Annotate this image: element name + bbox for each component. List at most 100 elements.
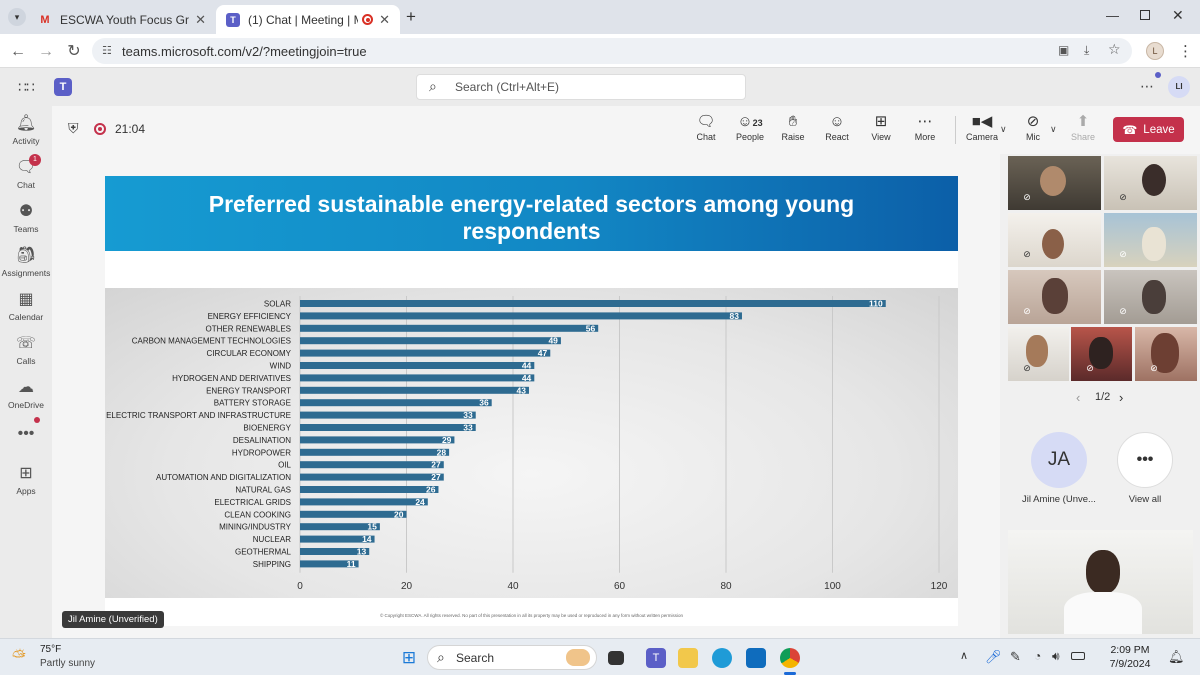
cloud-icon: ☁︎ xyxy=(18,379,34,396)
file-explorer-icon[interactable] xyxy=(678,648,698,668)
search-input[interactable]: ⌕ Search (Ctrl+Alt+E) xyxy=(416,74,746,100)
camera-blocked-icon[interactable]: ▣ xyxy=(1058,43,1070,57)
participant-name: Jil Amine (Unve... xyxy=(1022,494,1096,505)
back-icon[interactable]: ← xyxy=(10,43,26,60)
minimize-icon[interactable]: — xyxy=(1106,8,1119,23)
reload-icon[interactable]: ↻ xyxy=(67,43,81,60)
store-icon[interactable] xyxy=(746,648,766,668)
raise-hand-button[interactable]: ✋︎ Raise xyxy=(771,112,815,142)
restore-icon[interactable] xyxy=(1140,10,1150,20)
edge-icon[interactable] xyxy=(712,648,732,668)
category-label: BATTERY STORAGE xyxy=(214,399,291,408)
leave-label: Leave xyxy=(1143,123,1175,136)
browser-menu-icon[interactable]: ⋮ xyxy=(1178,43,1193,60)
teams-taskbar-icon[interactable]: T xyxy=(646,648,666,668)
wifi-icon[interactable]: ◔ xyxy=(1034,649,1042,663)
mic-muted-icon: ⊘ xyxy=(1023,249,1031,259)
notification-bell-icon[interactable]: 🔔︎ xyxy=(1168,649,1185,664)
url-field[interactable]: ☷ teams.microsoft.com/v2/?meetingjoin=tr… xyxy=(92,38,1132,64)
rail-item-calendar[interactable]: ▦ Calendar xyxy=(0,290,52,322)
tab-list-chevron-icon[interactable]: ▾ xyxy=(8,8,26,26)
bar-value-label: 29 xyxy=(442,435,452,445)
forward-icon[interactable]: → xyxy=(38,43,54,60)
rail-item-activity[interactable]: 🔔︎ Activity xyxy=(0,114,52,146)
participant-video-tile[interactable]: ⊘ xyxy=(1071,327,1132,381)
rail-item-teams[interactable]: ⚉ Teams xyxy=(0,202,52,234)
view-button[interactable]: ⊞ View xyxy=(859,112,903,142)
bar-value-label: 15 xyxy=(367,522,377,532)
rail-item-calls[interactable]: ☏ Calls xyxy=(0,334,52,366)
bar xyxy=(300,312,742,320)
camera-options-chevron-icon[interactable]: ∨ xyxy=(1000,124,1007,134)
view-label: View xyxy=(871,132,891,142)
apps-icon: ⊞ xyxy=(19,465,33,482)
recording-indicator-icon xyxy=(362,14,374,25)
browser-tab-gmail[interactable]: M ESCWA Youth Focus Group - Im ✕ xyxy=(28,5,216,34)
camera-button[interactable]: ■◀ Camera xyxy=(960,112,1004,142)
close-tab-icon[interactable]: ✕ xyxy=(195,11,206,27)
bar xyxy=(300,461,444,469)
previous-page-chevron-icon[interactable]: ‹ xyxy=(1076,390,1081,405)
participant-video-tile[interactable]: ⊘ xyxy=(1135,327,1197,381)
view-all-button[interactable]: ••• xyxy=(1117,432,1173,488)
participant-video-tile[interactable]: ⊘ xyxy=(1104,156,1197,210)
mic-options-chevron-icon[interactable]: ∨ xyxy=(1050,124,1057,134)
user-avatar[interactable]: LI xyxy=(1168,76,1190,98)
rail-item-more[interactable]: ••• xyxy=(0,424,52,446)
clock-time[interactable]: 2:09 PM xyxy=(1110,644,1150,656)
app-launcher-icon[interactable]: ∷∷ xyxy=(18,79,35,95)
chat-button[interactable]: 🗨︎ Chat xyxy=(684,112,728,142)
rail-item-chat[interactable]: 🗨︎ Chat 1 xyxy=(0,154,52,190)
browser-tab-teams[interactable]: T (1) Chat | Meeting | Microsc ✕ xyxy=(216,5,400,34)
category-label: DESALINATION xyxy=(233,436,291,445)
participant-video-tile[interactable]: ⊘ xyxy=(1104,213,1197,267)
chrome-icon[interactable] xyxy=(780,648,800,668)
pen-tray-icon[interactable]: ✎ xyxy=(1010,649,1021,664)
participant-video-tile[interactable]: ⊘ xyxy=(1008,213,1101,267)
category-label: CIRCULAR ECONOMY xyxy=(207,349,292,358)
rail-item-assignments[interactable]: 🎒︎ Assignments xyxy=(0,246,52,278)
next-page-chevron-icon[interactable]: › xyxy=(1119,390,1124,405)
x-tick-label: 100 xyxy=(824,581,841,592)
bar-value-label: 28 xyxy=(437,447,447,457)
install-app-icon[interactable]: ⤓ xyxy=(1084,43,1090,57)
taskbar-search-label: Search xyxy=(456,650,495,665)
volume-icon[interactable]: 🔊︎ xyxy=(1052,649,1060,663)
close-window-icon[interactable]: ✕ xyxy=(1172,7,1184,23)
category-label: SOLAR xyxy=(264,300,291,309)
site-settings-icon[interactable]: ☷ xyxy=(102,45,112,57)
settings-more-icon[interactable]: ⋯ xyxy=(1140,78,1154,94)
bookmark-star-icon[interactable]: ☆ xyxy=(1108,41,1121,57)
shield-icon[interactable]: ⛨ xyxy=(68,120,79,136)
bar xyxy=(300,424,476,431)
profile-avatar[interactable]: L xyxy=(1146,42,1164,60)
start-windows-icon[interactable]: ⊞ xyxy=(401,648,417,667)
close-tab-icon[interactable]: ✕ xyxy=(379,11,390,27)
clock-date[interactable]: 7/9/2024 xyxy=(1109,658,1151,670)
react-button[interactable]: ☺ React xyxy=(815,112,859,142)
rail-label: Calendar xyxy=(8,312,44,322)
new-tab-button[interactable]: + xyxy=(406,7,416,26)
battery-icon[interactable] xyxy=(1071,652,1085,660)
mic-button[interactable]: ⊘ Mic xyxy=(1011,112,1055,142)
rail-item-apps[interactable]: ⊞ Apps xyxy=(0,464,52,496)
leave-button[interactable]: ☎ Leave xyxy=(1113,117,1184,142)
weather-icon[interactable]: ⛅︎ xyxy=(12,647,26,666)
microphone-tray-icon[interactable]: 🎤︎ xyxy=(985,649,1002,664)
participant-video-tile[interactable]: ⊘ xyxy=(1008,327,1069,381)
task-view-icon[interactable] xyxy=(608,651,624,665)
rail-item-onedrive[interactable]: ☁︎ OneDrive xyxy=(0,378,52,410)
participant-avatar[interactable]: JA xyxy=(1031,432,1087,488)
show-hidden-icons-chevron-icon[interactable]: ∧ xyxy=(960,650,969,662)
participant-video-tile[interactable]: ⊘ xyxy=(1008,156,1101,210)
bar xyxy=(300,523,380,531)
self-video-preview[interactable] xyxy=(1008,530,1193,634)
taskbar-search[interactable]: ⌕ Search xyxy=(427,645,597,670)
people-button[interactable]: ☺23 People xyxy=(728,112,772,142)
bar xyxy=(300,486,439,493)
participant-video-tile[interactable]: ⊘ xyxy=(1008,270,1101,324)
raise-label: Raise xyxy=(781,132,805,142)
share-button[interactable]: ⬆ Share xyxy=(1061,112,1105,142)
more-button[interactable]: ⋯ More xyxy=(903,112,947,142)
participant-video-tile[interactable]: ⊘ xyxy=(1104,270,1197,324)
